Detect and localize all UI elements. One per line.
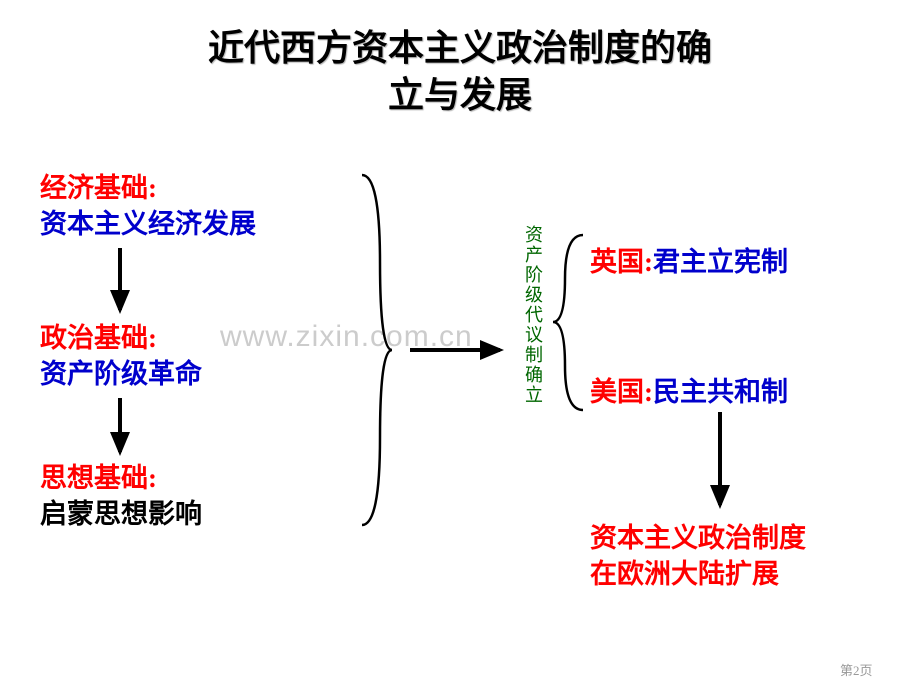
label-thought: 思想基础: (40, 463, 157, 493)
right-block-uk: 英国:君主立宪制 (590, 240, 788, 279)
right-block-us: 美国:民主共和制 (590, 370, 788, 409)
value-thought: 启蒙思想影响 (40, 499, 202, 529)
value-us: 民主共和制 (653, 377, 788, 407)
slide-title: 近代西方资本主义政治制度的确 立与发展 (0, 25, 920, 119)
value-economy: 资本主义经济发展 (40, 209, 256, 239)
watermark: www.zixin.com.cn (220, 320, 473, 354)
label-us: 美国: (590, 377, 653, 407)
vertical-label: 资产阶级代议制确立 (520, 225, 546, 405)
title-line2: 立与发展 (0, 72, 920, 119)
title-line1: 近代西方资本主义政治制度的确 (0, 25, 920, 72)
label-politics: 政治基础: (40, 323, 157, 353)
bottom-right-text: 资本主义政治制度 在欧洲大陆扩展 (590, 520, 806, 593)
page-number: 第2页 (840, 660, 873, 679)
left-block-economy: 经济基础: 资本主义经济发展 (40, 170, 256, 243)
bottom-line1: 资本主义政治制度 (590, 520, 806, 556)
left-block-thought: 思想基础: 启蒙思想影响 (40, 460, 202, 533)
bottom-line2: 在欧洲大陆扩展 (590, 556, 806, 592)
value-politics: 资产阶级革命 (40, 359, 202, 389)
label-economy: 经济基础: (40, 173, 157, 203)
value-uk: 君主立宪制 (653, 247, 788, 277)
left-block-politics: 政治基础: 资产阶级革命 (40, 320, 202, 393)
label-uk: 英国: (590, 247, 653, 277)
